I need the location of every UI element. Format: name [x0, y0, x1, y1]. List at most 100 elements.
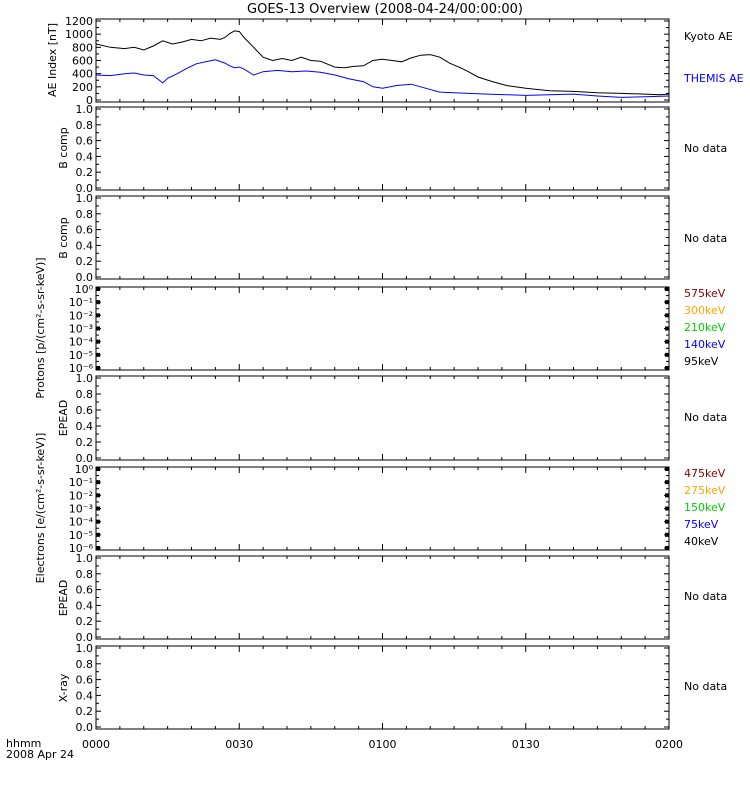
y-tick-label: 600 [72, 55, 93, 68]
b-comp-1-y-ticks: 1.0 0.8 0.6 0.4 0.2 0.0 [76, 103, 669, 195]
b-comp-2-no-data: No data [684, 232, 727, 245]
epead-2-no-data: No data [684, 590, 727, 603]
epead-2-y-label: EPEAD [57, 580, 70, 617]
y-tick-label: 0.8 [76, 208, 94, 221]
panel-x-ray: 1.0 0.8 0.6 0.4 0.2 0.0 X-ray No data [57, 642, 727, 734]
legend-channel-140kev: 140keV [684, 338, 726, 351]
y-tick-label: 0 [86, 94, 93, 107]
y-tick-label: 10⁻³ [69, 503, 93, 516]
edge-mark-left [96, 339, 100, 344]
protons-x-ticks [95, 287, 670, 370]
panel-ae-frame [95, 18, 670, 103]
y-tick-label: 800 [72, 41, 93, 54]
ae-y-label: AE Index [nT] [46, 23, 59, 97]
epead-1-y-ticks: 1.0 0.8 0.6 0.4 0.2 0.0 [76, 372, 669, 465]
y-tick-label: 10⁻³ [69, 323, 93, 336]
edge-mark-right [665, 519, 669, 524]
figure-title: GOES-13 Overview (2008-04-24/00:00:00) [247, 2, 523, 17]
panel-epead-2: 1.0 0.8 0.6 0.4 0.2 0.0 EPEAD No data [57, 552, 727, 644]
b-comp-2-x-ticks [95, 196, 670, 279]
electrons-x-ticks [95, 467, 670, 550]
edge-mark-right [665, 480, 669, 485]
edge-mark-left [96, 493, 100, 498]
time-axis-date-label: 2008 Apr 24 [6, 748, 74, 761]
y-tick-label: 10⁻¹ [69, 296, 93, 309]
edge-mark-right [665, 287, 669, 291]
y-tick-label: 0.0 [76, 631, 94, 644]
edge-mark-left [96, 352, 100, 357]
x-tick-label: 0000 [82, 738, 110, 751]
ae-x-ticks [95, 19, 670, 102]
y-tick-label: 0.0 [76, 452, 94, 465]
y-tick-label: 0.4 [76, 420, 94, 433]
edge-mark-left [96, 467, 100, 471]
y-tick-label: 1.0 [76, 372, 94, 385]
y-tick-label: 0.2 [76, 615, 94, 628]
edge-mark-right [665, 339, 669, 344]
edge-mark-left [96, 366, 100, 370]
panel-electrons-frame [95, 466, 670, 551]
y-tick-label: 1000 [65, 28, 93, 41]
y-tick-label: 1.0 [76, 103, 94, 116]
y-tick-label: 10⁻⁵ [69, 349, 93, 362]
protons-y-label: Protons [p/(cm²-s-sr-keV)] [34, 257, 47, 398]
legend-channel-150kev: 150keV [684, 501, 726, 514]
legend-channel-275kev: 275keV [684, 484, 726, 497]
panel-b-comp-2-frame [95, 195, 670, 280]
y-tick-label: 10⁻¹ [69, 476, 93, 489]
y-tick-label: 0.8 [76, 388, 94, 401]
edge-mark-right [665, 300, 669, 305]
panel-b-comp-2: 1.0 0.8 0.6 0.4 0.2 0.0 B comp No data [57, 192, 727, 284]
y-tick-label: 10⁻⁶ [69, 362, 94, 375]
edge-mark-left [96, 287, 100, 291]
y-tick-label: 0.0 [76, 182, 94, 195]
epead-1-y-label: EPEAD [57, 400, 70, 437]
edge-mark-right [665, 506, 669, 511]
legend-channel-575kev: 575keV [684, 287, 726, 300]
series-line-themis-ae [95, 59, 670, 98]
y-tick-label: 10⁻² [69, 489, 93, 502]
y-tick-label: 1.0 [76, 552, 94, 565]
y-tick-label: 200 [72, 81, 93, 94]
x-ray-no-data: No data [684, 680, 727, 693]
edge-mark-right [665, 366, 669, 370]
edge-mark-right [665, 467, 669, 471]
series-line-kyoto-ae [95, 30, 670, 96]
y-tick-label: 10⁻² [69, 309, 93, 322]
y-tick-label: 0.2 [76, 436, 94, 449]
y-tick-label: 0.8 [76, 119, 94, 132]
legend-kyoto-ae: Kyoto AE [684, 30, 733, 43]
epead-1-no-data: No data [684, 411, 727, 424]
y-tick-label: 0.6 [76, 674, 94, 687]
y-tick-label: 0.4 [76, 150, 94, 163]
y-tick-label: 10⁻⁴ [69, 516, 94, 529]
electrons-edge-marks [96, 467, 669, 550]
edge-mark-left [96, 326, 100, 331]
legend-channel-210kev: 210keV [684, 321, 726, 334]
edge-mark-left [96, 546, 100, 550]
y-tick-label: 10⁰ [75, 463, 94, 476]
protons-channel-legend: 575keV 300keV 210keV 140keV 95keV [684, 287, 726, 368]
edge-mark-right [665, 352, 669, 357]
legend-channel-40kev: 40keV [684, 535, 719, 548]
x-ray-y-label: X-ray [57, 673, 70, 702]
y-tick-label: 1.0 [76, 192, 94, 205]
protons-edge-marks [96, 287, 669, 370]
edge-mark-left [96, 506, 100, 511]
epead-1-x-ticks [95, 376, 670, 460]
legend-themis-ae: THEMIS AE [683, 72, 744, 85]
edge-mark-right [665, 313, 669, 318]
legend-channel-75kev: 75keV [684, 518, 719, 531]
electrons-y-label: Electrons [e/(cm²-s-sr-keV)] [34, 433, 47, 584]
edge-mark-right [665, 326, 669, 331]
edge-mark-right [665, 493, 669, 498]
b-comp-1-no-data: No data [684, 142, 727, 155]
y-tick-label: 10⁻⁵ [69, 529, 93, 542]
edge-mark-left [96, 300, 100, 305]
